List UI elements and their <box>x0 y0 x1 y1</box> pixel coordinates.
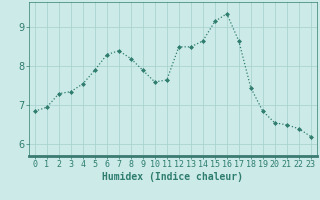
X-axis label: Humidex (Indice chaleur): Humidex (Indice chaleur) <box>102 172 243 182</box>
